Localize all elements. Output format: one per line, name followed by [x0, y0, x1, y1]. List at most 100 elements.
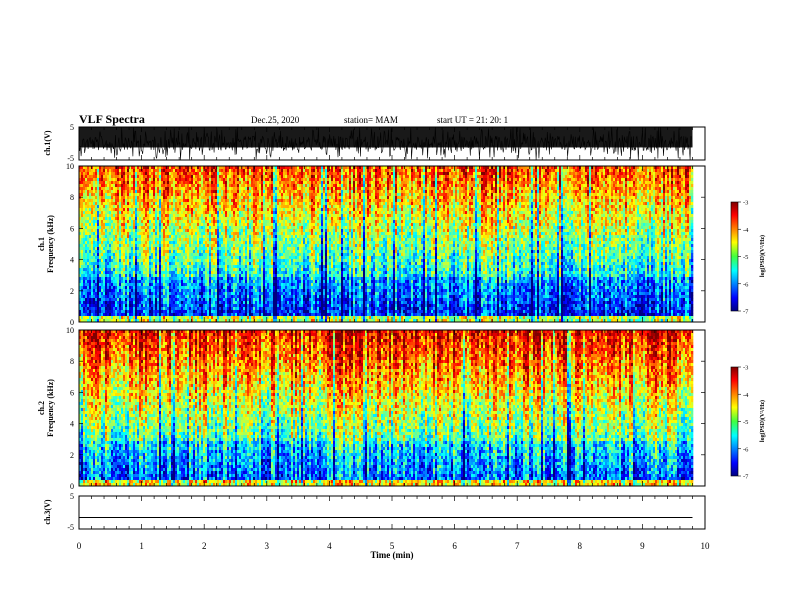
ch1-spec-cell: [97, 280, 99, 283]
ch1-spec-cell: [231, 307, 233, 310]
ch1-waveform-panel: 5 -5 ch.1(V): [43, 123, 705, 163]
ch1-spec-cell: [249, 232, 251, 235]
ch1-spec-cell: [221, 199, 223, 202]
ch1-spec-cell: [185, 310, 187, 313]
ch1-spec-cell: [199, 286, 201, 289]
ch1-spec-cell: [83, 310, 85, 313]
ch1-spec-cell: [191, 229, 193, 232]
ch1-spec-cell: [205, 316, 207, 319]
ch1-spec-cell: [205, 202, 207, 205]
ch1-spec-cell: [189, 304, 191, 307]
ch1-spec-cell: [169, 301, 171, 304]
ch1-spec-cell: [107, 271, 109, 274]
ch1-spec-cell: [147, 280, 149, 283]
ch1-spec-cell: [223, 241, 225, 244]
ch1-spec-cell: [179, 214, 181, 217]
ch1-spec-cell: [111, 259, 113, 262]
ch1-spec-cell: [261, 169, 263, 172]
ch1-spec-cell: [261, 202, 263, 205]
ch1-spec-cell: [211, 235, 213, 238]
ch1-spec-cell: [105, 259, 107, 262]
ch1-spec-cell: [161, 226, 163, 229]
ch1-spec-cell: [185, 220, 187, 223]
ch1-spec-cell: [203, 310, 205, 313]
ch1-spec-cell: [107, 202, 109, 205]
ch1-spec-cell: [259, 223, 261, 226]
ch1-spec-cell: [215, 181, 217, 184]
ch1-spec-cell: [207, 199, 209, 202]
ch1-spec-cell: [239, 253, 241, 256]
ch1-spec-cell: [117, 202, 119, 205]
ch1-spec-cell: [123, 301, 125, 304]
figure-title: VLF Spectra: [79, 112, 145, 126]
ch1-spec-cell: [127, 226, 129, 229]
ch1-spec-cell: [207, 256, 209, 259]
ch1-spec-cell: [133, 277, 135, 280]
ch1-spec-cell: [219, 187, 221, 190]
ch1-spec-cell: [99, 232, 101, 235]
ch1-spec-cell: [229, 268, 231, 271]
ch1-spec-cell: [263, 229, 265, 232]
ch1-spec-cell: [97, 196, 99, 199]
ch1-spec-cell: [257, 250, 259, 253]
ch1-spec-cell: [85, 307, 87, 310]
ch1-spec-cell: [143, 178, 145, 181]
ch1-spec-cell: [257, 226, 259, 229]
ch1-spec-cell: [251, 196, 253, 199]
ch1-spec-cell: [259, 172, 261, 175]
ch1-spec-cell: [213, 175, 215, 178]
ch1-spec-cell: [135, 286, 137, 289]
ch1-spec-cell: [239, 283, 241, 286]
ch1-spec-cell: [253, 271, 255, 274]
ch1-spec-cell: [183, 172, 185, 175]
ch1-spec-cell: [131, 235, 133, 238]
ch1-spec-cell: [263, 211, 265, 214]
ch1-spec-cell: [81, 232, 83, 235]
ch1-spec-cell: [127, 256, 129, 259]
ch1-spec-cell: [111, 277, 113, 280]
ch1-spec-cell: [169, 295, 171, 298]
ch1-spec-cell: [121, 214, 123, 217]
ch1-spec-cell: [101, 217, 103, 220]
ch1-spec-cell: [123, 169, 125, 172]
ch1-spec-cell: [175, 295, 177, 298]
ch1-spec-cell: [255, 223, 257, 226]
ch1-spec-cell: [91, 238, 93, 241]
ch1-spec-cell: [165, 199, 167, 202]
ch1-spec-cell: [181, 211, 183, 214]
ch1-spec-cell: [233, 223, 235, 226]
ch1-spec-cell: [183, 316, 185, 319]
ch1-spec-cell: [251, 220, 253, 223]
ch1-spec-cell: [249, 214, 251, 217]
ch1-spec-cell: [235, 190, 237, 193]
ch1-spec-cell: [109, 304, 111, 307]
ch1-spec-cell: [205, 211, 207, 214]
ch1-spec-cell: [109, 178, 111, 181]
ch1-spec-cell: [239, 313, 241, 316]
ch1-spec-cell: [211, 247, 213, 250]
ch1-spec-cell: [113, 301, 115, 304]
ch1-spec-cell: [155, 211, 157, 214]
ch1-spec-cell: [183, 298, 185, 301]
ch1-spec-cell: [165, 316, 167, 319]
ch1-spec-cell: [245, 181, 247, 184]
ch1-spec-cell: [265, 208, 267, 211]
ch1-spec-cell: [147, 265, 149, 268]
ch1-spec-cell: [177, 184, 179, 187]
ch1-spec-cell: [159, 256, 161, 259]
ch1-spec-cell: [233, 208, 235, 211]
ch1-spec-cell: [179, 238, 181, 241]
ch1-spec-cell: [259, 268, 261, 271]
ch1-spec-cell: [161, 280, 163, 283]
ch1-spec-cell: [151, 316, 153, 319]
ch1-spec-cell: [183, 190, 185, 193]
ch1-spec-cell: [123, 298, 125, 301]
ch1-spec-cell: [261, 259, 263, 262]
ch1-spec-cell: [109, 205, 111, 208]
ch1-spec-cell: [193, 181, 195, 184]
ch1-spec-cell: [149, 208, 151, 211]
ch1-spec-cell: [139, 283, 141, 286]
ch1-spec-cell: [109, 310, 111, 313]
ch1-spec-cell: [157, 316, 159, 319]
ch1-spec-cell: [149, 307, 151, 310]
